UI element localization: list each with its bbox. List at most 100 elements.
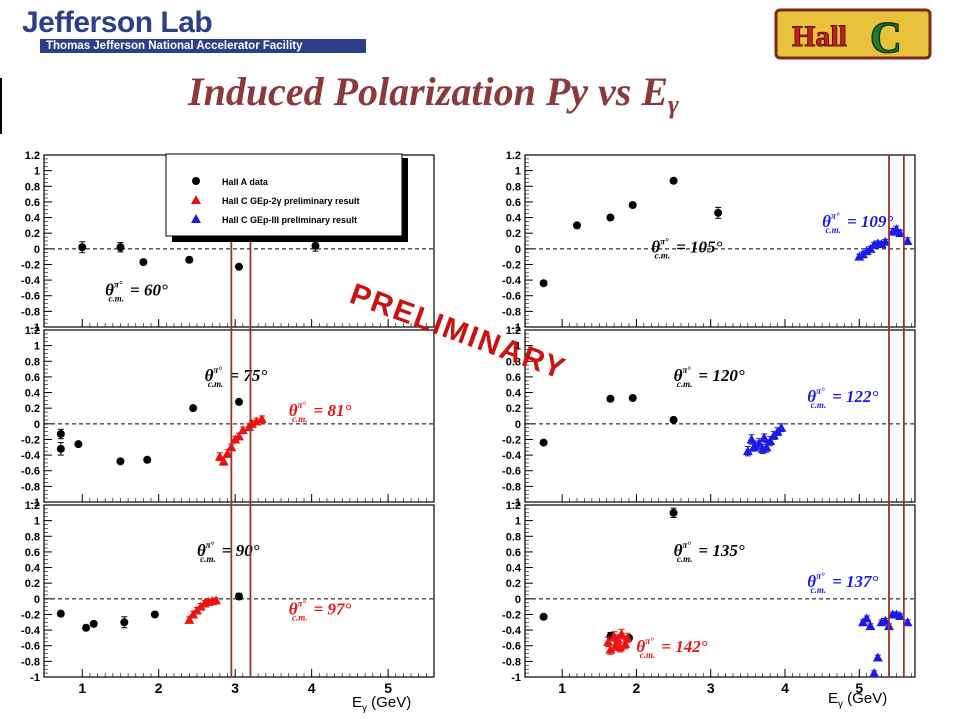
- data-point-gep3: [742, 446, 753, 456]
- y-tick-label: 1: [34, 341, 40, 353]
- legend-marker: [192, 177, 200, 185]
- data-point-gep3: [748, 442, 759, 452]
- x-tick-label: 5: [855, 680, 863, 696]
- y-tick-label: 0.6: [506, 372, 521, 384]
- data-point-hallA: [539, 612, 548, 621]
- y-tick-label: -0.4: [502, 625, 522, 637]
- data-point-hallA: [120, 618, 129, 627]
- angle-label: θπ° c.m. = 81°: [289, 400, 352, 424]
- y-tick-label: 0.4: [25, 388, 41, 400]
- x-tick-label: 3: [707, 680, 715, 696]
- angle-label: θπ° c.m. = 122°: [807, 386, 878, 410]
- hall-c-logo: Hall C: [774, 8, 932, 62]
- panel-mid-left: 1.2 1 0.8 0.6 0.4 0.2 0 -0.2 -0.4 -0.6 -0.8 -1 θπ° c.…: [21, 325, 435, 509]
- y-tick-label: -1: [30, 497, 40, 509]
- y-tick-label: -1: [511, 497, 521, 509]
- y-tick-label: 0.8: [506, 531, 521, 543]
- angle-label: θπ° c.m. = 120°: [674, 365, 745, 389]
- y-tick-label: 1.2: [25, 325, 40, 337]
- y-tick-label: -0.4: [502, 275, 522, 287]
- x-tick-label: 2: [155, 680, 163, 696]
- data-point-hallA: [606, 394, 615, 403]
- y-tick-label: 1: [34, 516, 40, 528]
- y-tick-label: -0.8: [21, 656, 40, 668]
- x-tick-label: 4: [781, 680, 789, 696]
- data-point-gep3: [765, 436, 776, 446]
- y-tick-label: 0.6: [506, 547, 521, 559]
- y-tick-label: 0.4: [506, 388, 522, 400]
- data-point-gep3: [759, 432, 770, 442]
- y-tick-label: 1: [515, 516, 521, 528]
- y-tick-label: 0.4: [506, 213, 522, 225]
- y-tick-label: -0.2: [21, 259, 40, 271]
- y-tick-label: 0.2: [506, 403, 521, 415]
- data-point-gep2g: [256, 414, 267, 424]
- angle-label: θπ° c.m. = 109°: [822, 211, 893, 235]
- y-tick-label: 1: [515, 341, 521, 353]
- data-point-gep2g: [222, 448, 233, 458]
- x-tick-label: 1: [78, 680, 86, 696]
- data-point-hallA: [235, 397, 243, 406]
- y-tick-label: -0.8: [502, 481, 521, 493]
- data-point-hallA: [311, 241, 320, 250]
- y-tick-label: -0.2: [502, 609, 521, 621]
- data-point-hallA: [56, 609, 65, 618]
- data-point-hallA: [185, 255, 194, 264]
- y-tick-label: 0.8: [506, 181, 521, 193]
- legend-marker: [191, 214, 201, 223]
- panel-mid-right: 1.2 1 0.8 0.6 0.4 0.2 0 -0.2 -0.4 -0.6 -0.8 -1 θπ° c.…: [502, 325, 916, 509]
- header: Jefferson Lab Thomas Jefferson National …: [0, 0, 960, 70]
- data-point-hallA: [150, 610, 159, 619]
- data-point-gep3: [776, 422, 787, 432]
- angle-label: θπ° c.m. = 75°: [205, 365, 268, 389]
- y-tick-label: -1: [511, 672, 521, 684]
- data-point-gep2g: [247, 418, 257, 428]
- legend-box: [165, 153, 403, 237]
- data-point-hallA: [539, 438, 548, 447]
- panel-frame: [43, 329, 435, 503]
- data-point-hallA: [116, 243, 125, 252]
- y-tick-label: -0.8: [21, 481, 40, 493]
- legend-entry-label: Hall C GEp-2γ preliminary result: [222, 196, 360, 206]
- data-point-gep3: [869, 668, 880, 678]
- y-tick-label: 1.2: [506, 150, 521, 162]
- y-tick-label: -0.8: [502, 306, 521, 318]
- data-point-gep2g: [620, 639, 631, 649]
- org-subtitle: Thomas Jefferson National Accelerator Fa…: [40, 39, 366, 53]
- x-tick-label: 4: [308, 680, 316, 696]
- y-tick-label: 0.4: [506, 563, 522, 575]
- data-point-gep2g: [214, 451, 225, 461]
- x-tick-label: 2: [633, 680, 641, 696]
- data-point-hallA: [74, 440, 83, 449]
- y-tick-label: -0.2: [21, 434, 40, 446]
- data-point-gep3: [880, 236, 891, 246]
- data-point-gep2g: [218, 456, 229, 466]
- panel-bottom-left: 1.2 1 0.8 0.6 0.4 0.2 0 -0.2 -0.4 -0.6 -0.8 -1 1 2 3 4 5…: [21, 500, 435, 696]
- y-tick-label: 0.4: [25, 563, 41, 575]
- data-point-hallA: [606, 213, 615, 222]
- y-tick-label: 1.2: [25, 150, 40, 162]
- legend-marker: [191, 195, 201, 204]
- data-point-hallA: [539, 279, 548, 288]
- y-tick-label: -0.2: [502, 259, 521, 271]
- data-point-hallA: [573, 221, 581, 230]
- y-tick-label: -0.2: [502, 434, 521, 446]
- data-point-hallA: [78, 243, 87, 252]
- y-tick-label: -1: [511, 322, 521, 334]
- data-point-hallA: [82, 623, 91, 632]
- y-tick-label: 0: [515, 594, 521, 606]
- y-tick-label: 0: [34, 594, 40, 606]
- y-tick-label: 1: [515, 166, 521, 178]
- panel-frame: [524, 329, 916, 503]
- y-tick-label: 0.2: [506, 228, 521, 240]
- preliminary-watermark: PRELIMINARY: [346, 278, 571, 387]
- panel-frame: [43, 504, 435, 678]
- left-divider: [0, 78, 2, 134]
- y-tick-label: 0.8: [25, 181, 40, 193]
- data-point-hallA: [56, 444, 65, 453]
- x-tick-label: 1: [558, 680, 566, 696]
- data-point-hallA: [139, 258, 148, 267]
- legend-entry-label: Hall C GEp-III preliminary result: [222, 215, 357, 225]
- data-point-hallA: [89, 619, 98, 628]
